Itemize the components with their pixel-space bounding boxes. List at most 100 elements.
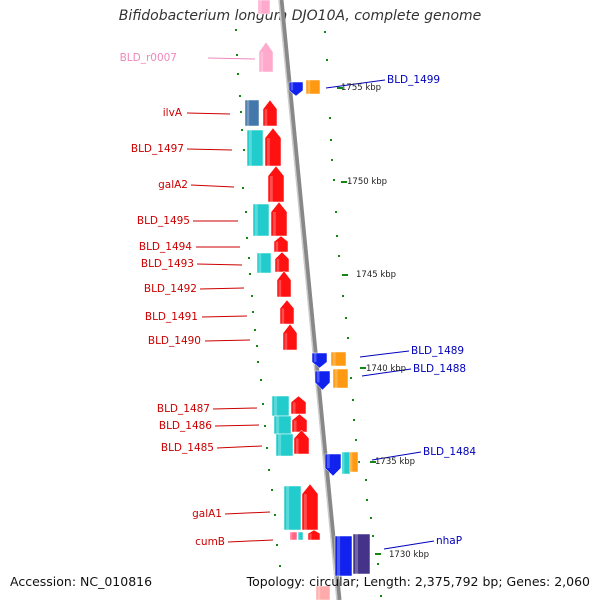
leader-line	[186, 112, 231, 115]
leader-line	[204, 339, 251, 342]
gene-BLD_1491	[279, 299, 295, 325]
kbp-label: 1735 kbp	[375, 457, 415, 467]
left-gene-label: BLD_1494	[139, 241, 192, 253]
rna-gene-top	[257, 0, 271, 15]
left-gene-label: BLD_1487	[157, 403, 210, 415]
gene-BLD_1488-blue	[314, 370, 331, 391]
gene-galA1-cyan-shine	[286, 486, 290, 530]
left-gene-label: galA2	[158, 179, 188, 191]
gene-BLD_1485-cyan	[275, 433, 294, 457]
gene-galA1-shine	[303, 494, 307, 530]
gene-BLD_1485-shine	[295, 438, 299, 454]
gene-BLD_1488-blue-shine	[316, 371, 320, 383]
gene-nhaP-shine	[355, 534, 359, 574]
left-gene-label: galA1	[192, 508, 222, 520]
left-gene-label: BLD_1495	[137, 215, 190, 227]
gene-BLD_1493-cyan-shine	[258, 253, 262, 273]
gene-BLD_1499-shine	[307, 80, 311, 94]
gene-galA2	[267, 165, 285, 203]
leader-line	[186, 148, 233, 151]
gene-BLD_1488-shine	[334, 369, 338, 388]
kbp-label: 1730 kbp	[389, 550, 429, 560]
left-gene-label: BLD_1490	[148, 335, 201, 347]
gene-BLD_1489-shine	[332, 352, 336, 366]
leader-line	[371, 451, 422, 461]
gene-BLD_1499	[305, 79, 321, 95]
gene-ilvA	[262, 99, 278, 127]
kbp-label: 1745 kbp	[356, 270, 396, 280]
leader-line	[207, 57, 256, 60]
gene-BLD_1492-shine	[278, 280, 282, 297]
gene-galA1	[301, 483, 319, 531]
left-gene-label: BLD_r0007	[120, 52, 177, 64]
gene-BLD_1495	[270, 201, 288, 237]
right-gene-label: BLD_1484	[423, 446, 476, 458]
gene-bottom	[315, 585, 331, 600]
leader-line	[216, 445, 263, 449]
gene-labels: BLD_r0007 ilvA BLD_1497 galA2 BLD_1495 BLD_14…	[120, 52, 476, 550]
kbp-label: 1750 kbp	[347, 177, 387, 187]
leader-line	[196, 263, 243, 266]
leader-line	[199, 287, 245, 290]
leader-line	[325, 79, 386, 89]
gene-BLD_1487-shine	[292, 402, 296, 414]
leader-line	[214, 424, 260, 427]
gene-BLD_1486	[291, 413, 308, 433]
left-gene-label: BLD_1497	[131, 143, 184, 155]
gene-cumB-cyan-shine	[298, 532, 300, 540]
gene-BLD_1488	[332, 368, 349, 389]
gene-BLD_1484-blue	[324, 453, 342, 477]
gene-BLD_1493-shine	[276, 259, 280, 272]
leader-line	[201, 315, 248, 318]
kbp-label: 1740 kbp	[366, 364, 406, 374]
gene-BLD_1497-shine	[266, 138, 270, 166]
gene-nhaP	[352, 533, 371, 575]
left-gene-label: cumB	[195, 536, 225, 548]
gene-BLD_1497-cyan-shine	[248, 130, 252, 166]
gene-BLD_1493-cyan	[256, 252, 272, 274]
gene-BLD_1490	[282, 323, 298, 351]
leader-line	[224, 511, 271, 515]
gene-BLD_1492	[276, 270, 292, 298]
left-gene-label: BLD_1491	[145, 311, 198, 323]
genome-backbone	[278, 0, 342, 600]
gene-cumB-cyan	[297, 531, 304, 541]
right-gene-label: BLD_1499	[387, 74, 440, 86]
right-gene-label: nhaP	[436, 535, 462, 547]
gene-nhaP-blue	[334, 535, 353, 577]
gene-bottom-shine	[317, 586, 321, 600]
right-gene-label: BLD_1488	[413, 363, 466, 375]
accession-text: Accession: NC_010816	[10, 574, 153, 589]
gene-ilvA-partner	[244, 99, 260, 127]
gene-BLD_1497-cyan	[246, 129, 264, 167]
gene-features	[244, 0, 371, 600]
gene-BLD_1490-shine	[284, 333, 288, 350]
right-gene-label: BLD_1489	[411, 345, 464, 357]
gene-BLD_1484-blue-shine	[326, 454, 330, 468]
gene-BLD_1499-blue-shine	[290, 82, 294, 91]
gene-BLD_1487	[290, 395, 307, 415]
gene-BLD_1494	[273, 235, 289, 253]
leader-line	[361, 368, 412, 377]
left-gene-label: ilvA	[163, 107, 183, 119]
gene-BLD_1486-cyan-shine	[276, 416, 280, 434]
gene-cumB-shine	[309, 533, 312, 540]
gene-BLD_1487-cyan-shine	[274, 396, 278, 416]
left-gene-label: BLD_1486	[159, 420, 212, 432]
gene-ilvA-shine	[264, 109, 268, 126]
left-gene-label: BLD_1493	[141, 258, 194, 270]
gene-BLD_1493	[274, 251, 290, 273]
gene-ilvA-partner-shine	[246, 100, 250, 126]
gene-cumB-small-shine	[290, 532, 293, 540]
leader-line	[212, 407, 258, 410]
rna-gene-BLD_r0007	[258, 41, 274, 73]
gene-BLD_1484-shine	[350, 452, 353, 472]
gene-cumB	[307, 529, 321, 541]
genome-backbone-highlight	[278, 0, 338, 600]
gene-BLD_1486-shine	[293, 420, 297, 432]
leader-line	[383, 540, 435, 550]
gene-BLD_1499-blue	[288, 81, 304, 97]
leader-line	[190, 184, 235, 188]
gene-BLD_1489-blue	[311, 352, 328, 369]
scale-ticks	[235, 29, 382, 597]
